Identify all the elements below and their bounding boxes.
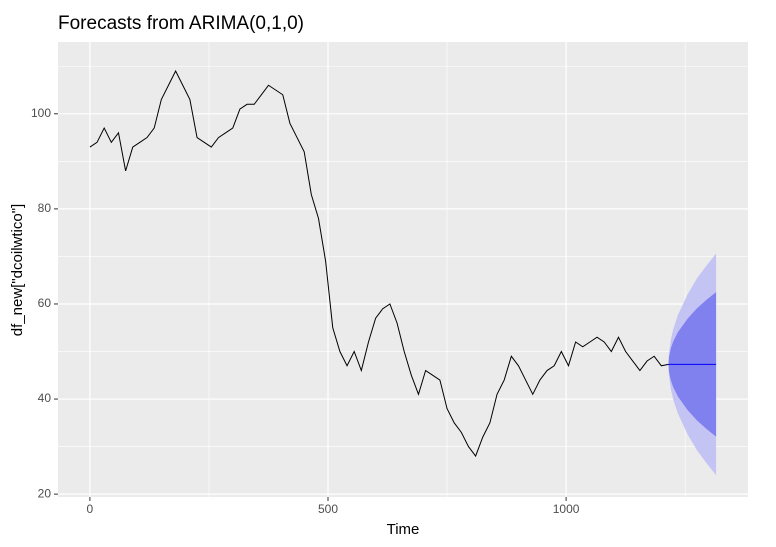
y-tick-label: 80 — [38, 201, 52, 215]
y-axis-title: df_new["dcoilwtico"] — [9, 204, 26, 336]
x-tick-label: 0 — [87, 502, 94, 516]
y-tick-label: 20 — [38, 486, 52, 500]
x-tick-label: 1000 — [553, 502, 580, 516]
y-tick-label: 40 — [38, 391, 52, 405]
plot-panel — [58, 42, 748, 497]
y-tick-label: 60 — [38, 296, 52, 310]
y-tick-label: 100 — [31, 106, 51, 120]
x-tick-label: 500 — [318, 502, 338, 516]
chart-title: Forecasts from ARIMA(0,1,0) — [58, 13, 304, 34]
history-line — [89, 69, 669, 458]
x-axis-title: Time — [387, 521, 420, 538]
